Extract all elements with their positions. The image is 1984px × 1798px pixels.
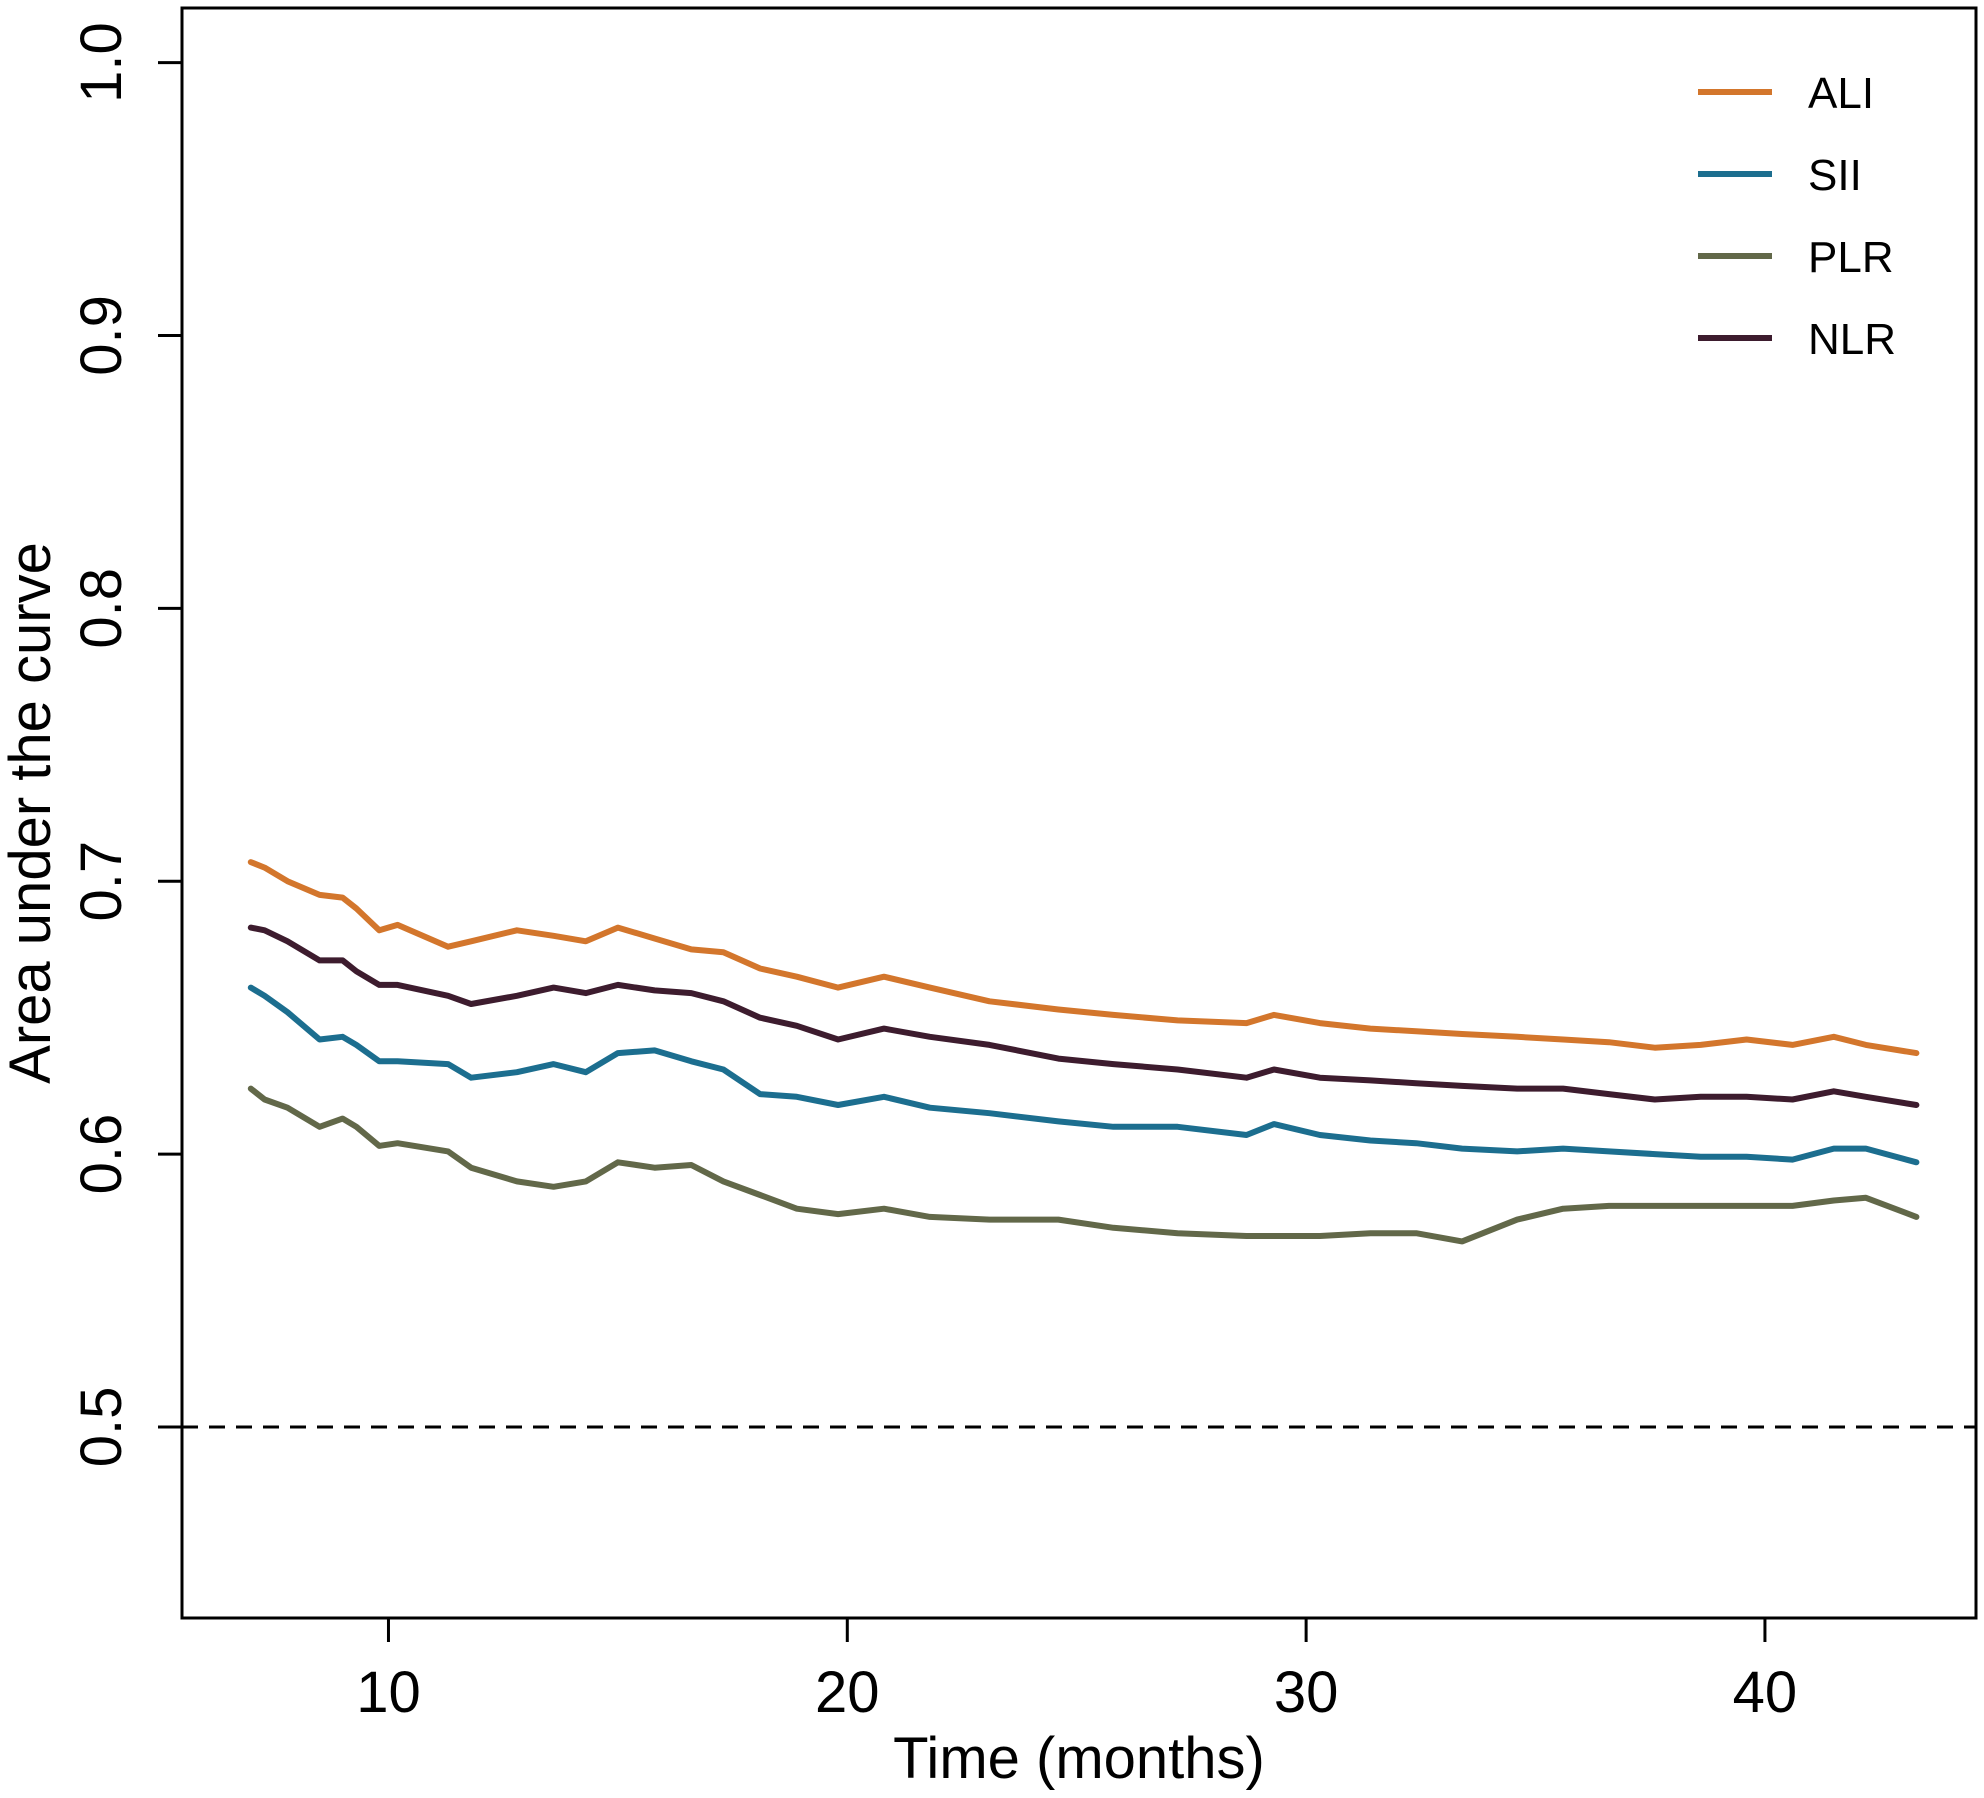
x-tick-label-30: 30 bbox=[1274, 1660, 1339, 1725]
plot-frame bbox=[180, 6, 1978, 1620]
x-tick-label-40: 40 bbox=[1733, 1660, 1798, 1725]
y-tick-label-0.8: 0.8 bbox=[69, 568, 134, 649]
series-line-sii bbox=[247, 984, 1920, 1166]
x-axis-title: Time (months) bbox=[893, 1726, 1265, 1791]
y-tick-label-0.9: 0.9 bbox=[69, 295, 134, 376]
legend-label-sii: SII bbox=[1808, 151, 1862, 200]
y-tick-label-0.5: 0.5 bbox=[69, 1387, 134, 1468]
x-tick-label-20: 20 bbox=[815, 1660, 880, 1725]
y-tick-label-1: 1.0 bbox=[69, 22, 134, 103]
y-tick-label-0.7: 0.7 bbox=[69, 841, 134, 922]
series-line-nlr bbox=[247, 924, 1920, 1108]
x-tick-label-10: 10 bbox=[356, 1660, 421, 1725]
y-tick-label-0.6: 0.6 bbox=[69, 1114, 134, 1195]
y-axis-title: Area under the curve bbox=[0, 542, 63, 1084]
series-line-ali bbox=[247, 859, 1920, 1057]
series-line-plr bbox=[247, 1085, 1920, 1245]
legend: ALI SII PLR NLR bbox=[1698, 69, 1896, 364]
series-layer bbox=[247, 859, 1920, 1245]
legend-label-nlr: NLR bbox=[1808, 315, 1896, 364]
axis-layer: 10 20 30 40 0.5 0.6 0.7 0.8 0.9 1.0 bbox=[69, 22, 1797, 1725]
legend-label-plr: PLR bbox=[1808, 233, 1894, 282]
legend-label-ali: ALI bbox=[1808, 69, 1874, 118]
